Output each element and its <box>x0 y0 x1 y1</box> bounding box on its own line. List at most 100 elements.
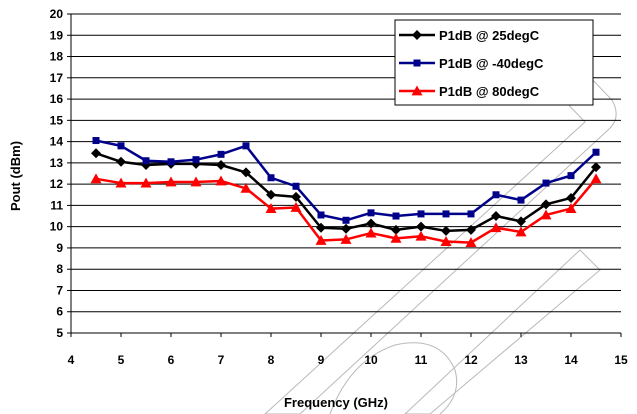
data-point-1-5 <box>217 150 225 158</box>
data-point-2-9 <box>315 234 327 245</box>
data-point-1-9 <box>317 211 325 219</box>
y-tick-label-7: 12 <box>50 177 64 191</box>
data-point-0-9 <box>316 222 326 233</box>
x-tick-label-7: 11 <box>415 353 428 367</box>
data-point-1-19 <box>567 172 575 180</box>
data-point-0-17 <box>516 216 526 227</box>
axes <box>67 13 622 337</box>
series-0 <box>91 148 601 236</box>
data-point-2-4 <box>190 176 202 187</box>
data-point-2-0 <box>90 173 102 184</box>
x-tick-label-6: 10 <box>364 353 378 367</box>
data-point-0-5 <box>216 159 226 170</box>
data-point-1-18 <box>542 179 550 187</box>
data-point-1-4 <box>192 156 200 164</box>
y-tick-label-9: 14 <box>50 135 64 149</box>
x-tick-labels: 4 5 6 7 8 9 10 11 12 13 14 15 <box>68 353 628 367</box>
data-point-0-18 <box>541 199 551 210</box>
data-point-2-2 <box>140 177 152 188</box>
data-point-2-16 <box>490 222 502 233</box>
data-point-1-12 <box>392 212 400 220</box>
legend-item-1: P1dB @ -40degC <box>399 56 544 71</box>
data-point-2-7 <box>265 203 277 213</box>
y-axis-title: Pout (dBm) <box>8 141 23 211</box>
data-point-0-14 <box>441 225 451 236</box>
data-point-0-10 <box>341 223 351 234</box>
legend-label-2: P1dB @ 80degC <box>439 84 540 99</box>
data-point-2-15 <box>465 237 477 248</box>
legend-item-2: P1dB @ 80degC <box>399 84 540 99</box>
y-tick-label-13: 18 <box>50 50 64 64</box>
data-point-1-20 <box>592 148 600 156</box>
data-point-1-13 <box>417 210 425 218</box>
y-tick-label-11: 16 <box>50 92 64 106</box>
data-point-0-20 <box>591 162 601 173</box>
series-group <box>90 137 602 248</box>
x-tick-label-3: 7 <box>218 353 225 367</box>
x-tick-label-2: 6 <box>168 353 175 367</box>
data-point-2-11 <box>365 227 377 238</box>
data-point-0-11 <box>366 218 376 229</box>
x-tick-label-0: 4 <box>68 353 75 367</box>
y-tick-label-2: 7 <box>56 283 63 297</box>
data-point-1-1 <box>117 142 125 150</box>
data-point-2-3 <box>165 176 177 187</box>
data-point-0-1 <box>116 156 126 167</box>
data-point-0-13 <box>416 221 426 232</box>
data-point-1-2 <box>142 157 150 165</box>
legend-marker-0 <box>412 30 422 40</box>
data-point-2-5 <box>215 175 227 186</box>
x-tick-label-11: 15 <box>614 353 628 367</box>
data-point-0-8 <box>291 191 301 202</box>
data-point-2-12 <box>390 232 402 243</box>
data-point-2-6 <box>240 182 252 193</box>
y-tick-label-15: 20 <box>50 7 64 21</box>
data-point-2-8 <box>290 202 302 212</box>
y-tick-labels: 5 6 7 8 9 10 11 12 13 14 15 16 17 18 19 20 <box>50 7 64 340</box>
data-point-1-11 <box>367 209 375 217</box>
data-point-0-16 <box>491 211 501 222</box>
legend-label-0: P1dB @ 25degC <box>439 28 540 43</box>
y-tick-label-3: 8 <box>56 262 63 276</box>
data-point-1-16 <box>492 191 500 199</box>
x-tick-label-5: 9 <box>318 353 325 367</box>
x-tick-label-4: 8 <box>268 353 275 367</box>
y-tick-label-0: 5 <box>56 326 63 340</box>
data-point-1-10 <box>342 216 350 224</box>
x-tick-label-1: 5 <box>118 353 125 367</box>
data-point-0-15 <box>466 224 476 235</box>
data-point-0-7 <box>266 189 276 200</box>
data-point-1-15 <box>467 210 475 218</box>
data-point-1-17 <box>517 196 525 204</box>
x-axis-title: Frequency (GHz) <box>284 395 388 410</box>
y-tick-label-5: 10 <box>50 220 64 234</box>
data-point-1-8 <box>292 182 300 190</box>
y-tick-label-4: 9 <box>56 241 63 255</box>
x-tick-label-10: 14 <box>564 353 578 367</box>
data-point-1-3 <box>167 158 175 166</box>
data-point-0-6 <box>241 167 251 178</box>
data-point-2-13 <box>415 230 427 241</box>
legend-label-1: P1dB @ -40degC <box>439 56 544 71</box>
data-point-0-0 <box>91 148 101 159</box>
data-point-2-10 <box>340 233 352 244</box>
data-point-1-7 <box>267 174 275 182</box>
series-2 <box>90 173 602 248</box>
y-tick-label-12: 17 <box>50 71 64 85</box>
legend: P1dB @ 25degC P1dB @ -40degC P1dB @ 80degC <box>394 19 594 106</box>
data-point-2-14 <box>440 236 452 246</box>
legend-item-0: P1dB @ 25degC <box>399 28 540 43</box>
legend-marker-2 <box>411 85 423 96</box>
data-point-2-20 <box>590 173 602 184</box>
y-tick-label-6: 11 <box>50 198 63 212</box>
data-point-2-1 <box>115 177 127 188</box>
legend-marker-1 <box>413 59 421 67</box>
data-point-1-6 <box>242 142 250 150</box>
data-point-1-0 <box>92 137 100 145</box>
data-point-1-14 <box>442 210 450 218</box>
series-1 <box>92 137 600 224</box>
data-point-2-17 <box>515 226 527 237</box>
y-tick-label-1: 6 <box>56 305 63 319</box>
x-tick-label-9: 13 <box>514 353 528 367</box>
